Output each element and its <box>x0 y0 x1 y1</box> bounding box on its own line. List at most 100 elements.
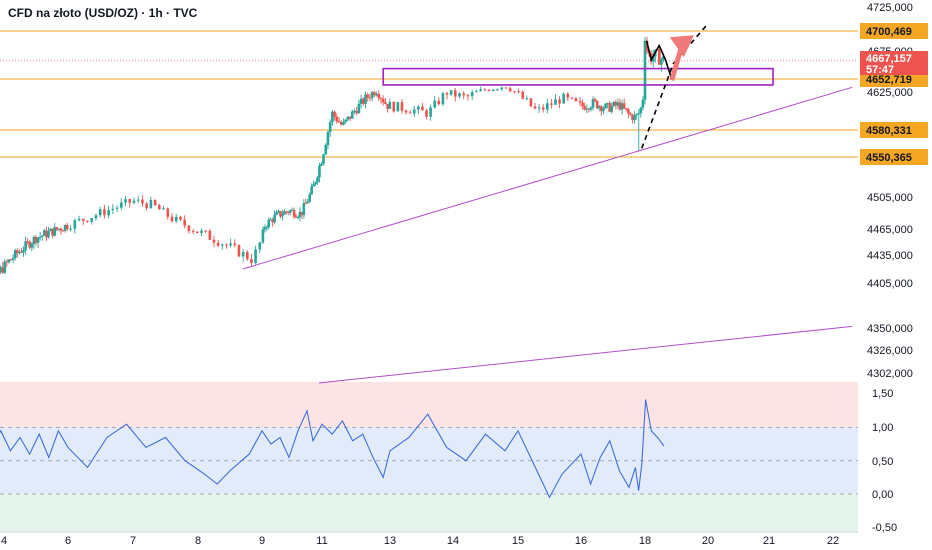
candle-body <box>616 102 620 106</box>
candle-body <box>318 165 321 178</box>
candle-body <box>298 211 302 217</box>
candles <box>0 36 665 275</box>
candle-body <box>269 219 272 221</box>
candle-body <box>412 109 416 114</box>
candle-body <box>566 93 570 98</box>
candle-body <box>466 95 470 97</box>
candle-body <box>254 249 257 263</box>
candle-body <box>386 104 389 109</box>
oscillator-line <box>0 399 665 499</box>
candle-body <box>302 203 306 216</box>
candle-body <box>350 111 354 119</box>
price-tick-label: 4435,000 <box>867 250 913 262</box>
time-tick-label: 7 <box>130 535 136 547</box>
target-arrow-head <box>669 35 694 58</box>
time-tick-label: 15 <box>512 535 524 547</box>
candle-body <box>370 92 374 99</box>
candle-body <box>492 89 495 91</box>
candle-body <box>550 103 553 105</box>
last-price-tag <box>860 51 928 75</box>
candle-body <box>1 267 5 273</box>
candle-body <box>433 100 437 108</box>
candle-body <box>166 208 170 217</box>
candle-body <box>183 219 186 226</box>
candle-body <box>574 98 578 102</box>
candle-body <box>69 228 72 230</box>
candle-body <box>212 239 216 243</box>
range-box <box>382 67 774 86</box>
candle-body <box>404 110 408 113</box>
candle-body <box>312 184 315 187</box>
candle-body <box>162 208 165 210</box>
candle-body <box>375 93 378 96</box>
price-axis[interactable]: 4725,0004675,0004625,0004505,0004465,000… <box>858 0 932 550</box>
candle-body <box>479 89 482 92</box>
candle-body <box>521 91 525 99</box>
candle-body <box>73 220 77 229</box>
time-tick-label: 8 <box>195 535 201 547</box>
candle-body <box>61 230 65 232</box>
candle-body <box>627 109 630 114</box>
candle-body <box>346 116 350 120</box>
candle-body <box>339 122 343 125</box>
candle-body <box>475 91 478 93</box>
candle-body <box>258 242 262 250</box>
level-price-label: 4580,331 <box>866 125 912 137</box>
candle-body <box>606 103 609 105</box>
candle-body <box>55 227 59 230</box>
candle-body <box>348 116 352 119</box>
candle-body <box>631 114 634 121</box>
candle-body <box>417 106 420 110</box>
price-axis-bg <box>858 0 932 550</box>
candle-body <box>643 40 647 100</box>
candle-body <box>622 103 626 109</box>
time-axis[interactable]: 4 6 7 8 9 11 13 14 15 16 18 20 21 22 <box>0 531 858 547</box>
price-tick-label: 4405,000 <box>867 278 913 290</box>
candle-body <box>322 154 325 164</box>
candle-body <box>326 131 330 145</box>
candle-body <box>20 251 23 253</box>
candle-body <box>362 98 365 104</box>
candle-body <box>633 115 636 121</box>
candle-body <box>237 245 241 257</box>
candle-body <box>120 202 123 208</box>
candle-body <box>145 203 148 209</box>
candle-body <box>51 228 54 236</box>
candle-body <box>103 209 106 216</box>
candle-body <box>200 230 203 234</box>
candle-body <box>86 220 89 222</box>
time-tick-label: 18 <box>639 535 651 547</box>
candle-body <box>149 199 153 209</box>
last-price-label: 4667,157 <box>866 53 912 65</box>
candle-body <box>265 227 269 229</box>
candle-body <box>517 91 520 93</box>
level-price-label: 4700,469 <box>866 26 912 38</box>
candle-body <box>342 121 345 125</box>
candle-body <box>377 93 381 99</box>
candle-body <box>18 251 21 254</box>
candle-body <box>513 91 516 93</box>
candle-body <box>281 214 284 217</box>
price-tick-label: 4326,000 <box>867 345 913 357</box>
osc-tick-label: 1,50 <box>872 388 893 400</box>
candle-body <box>26 241 29 243</box>
candle-body <box>245 251 249 260</box>
candle-body <box>40 235 44 237</box>
candle-body <box>583 106 586 110</box>
candle-body <box>306 201 310 204</box>
candle-body <box>275 212 278 215</box>
candle-body <box>558 99 561 104</box>
drawings <box>242 23 853 384</box>
osc-zone-low <box>0 494 858 532</box>
candle-body <box>187 225 191 232</box>
time-tick-label: 4 <box>1 535 7 547</box>
candle-body <box>283 211 286 215</box>
candle-body <box>331 111 334 123</box>
candle-body <box>229 243 232 246</box>
price-tick-label: 4350,000 <box>867 323 913 335</box>
candle-body <box>132 200 136 203</box>
candle-body <box>429 107 432 117</box>
candle-body <box>437 100 441 105</box>
candle-body <box>285 211 288 213</box>
candle-body <box>292 209 296 217</box>
